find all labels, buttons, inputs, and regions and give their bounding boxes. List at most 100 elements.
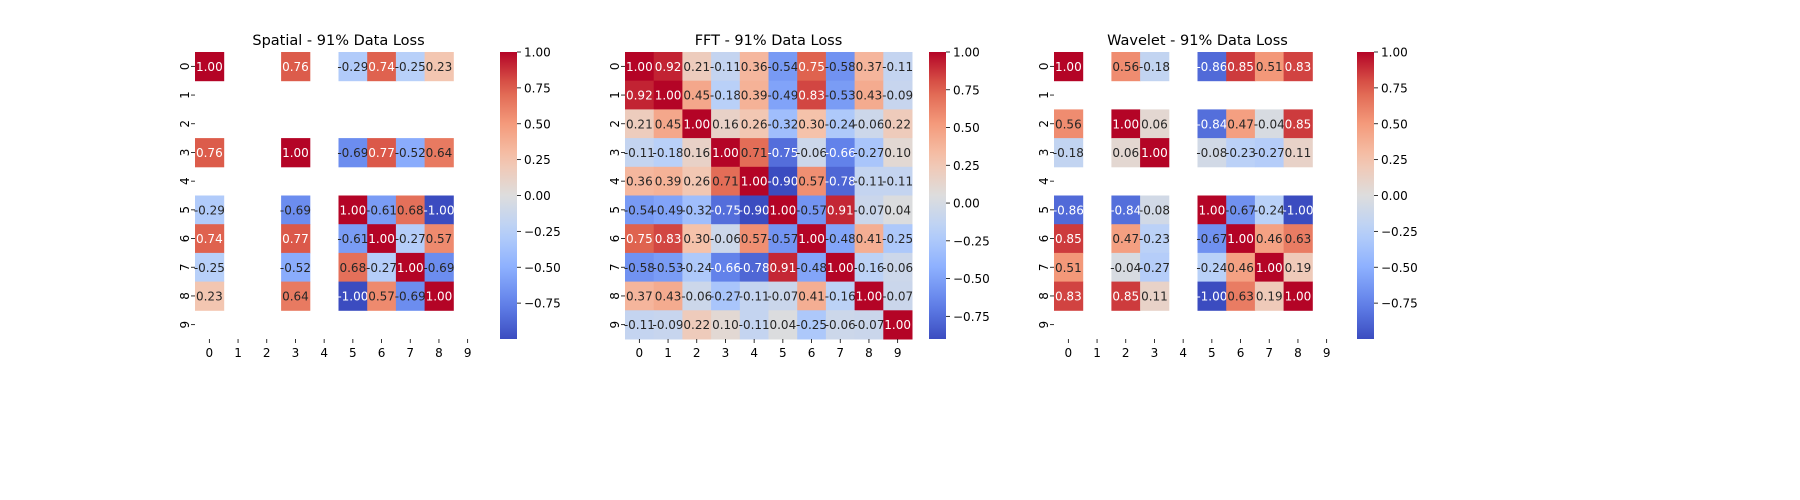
heatmap-cell bbox=[825, 52, 856, 82]
heatmap-cell bbox=[1197, 138, 1227, 168]
x-tick-label: 9 bbox=[1323, 346, 1331, 360]
heatmap-cell bbox=[797, 281, 827, 311]
heatmap-cell bbox=[625, 195, 655, 225]
heatmap-cell bbox=[825, 224, 856, 254]
cell-value-label: -0.27 bbox=[395, 232, 426, 246]
chart-title: Spatial - 91% Data Loss bbox=[252, 33, 424, 49]
colorbar-tick-label: 0.50 bbox=[953, 121, 980, 135]
heatmap-cell bbox=[195, 138, 225, 168]
y-tick-label: 7 bbox=[608, 263, 622, 271]
cell-value-label: 0.04 bbox=[769, 318, 796, 332]
cell-value-label: 0.06 bbox=[1141, 117, 1168, 131]
heatmap-cell bbox=[825, 281, 856, 311]
cell-value-label: -0.24 bbox=[1196, 261, 1227, 275]
cell-value-label: 0.85 bbox=[1112, 289, 1139, 303]
colorbar bbox=[929, 52, 946, 339]
y-tick-label: 3 bbox=[608, 149, 622, 157]
heatmap-cell bbox=[1254, 252, 1285, 283]
heatmap-cell bbox=[711, 138, 741, 168]
x-tick-label: 5 bbox=[779, 346, 787, 360]
cell-value-label: 0.64 bbox=[282, 289, 309, 303]
cell-value-label: 0.19 bbox=[1256, 289, 1283, 303]
heatmap-cell bbox=[797, 252, 827, 283]
y-tick-label: 2 bbox=[608, 120, 622, 128]
cell-value-label: -0.49 bbox=[767, 89, 798, 103]
heatmap-cell bbox=[625, 109, 655, 139]
heatmap-cell bbox=[625, 281, 655, 311]
cell-value-label: -0.18 bbox=[710, 89, 741, 103]
cell-value-label: 0.23 bbox=[196, 289, 223, 303]
heatmap-cell bbox=[1197, 52, 1227, 82]
heatmap-cell bbox=[854, 166, 884, 196]
heatmap-cell bbox=[739, 195, 769, 225]
cell-value-label: 0.83 bbox=[655, 232, 682, 246]
heatmap-cell bbox=[854, 52, 884, 82]
cell-value-label: -0.11 bbox=[739, 289, 770, 303]
cell-value-label: 0.76 bbox=[282, 60, 309, 74]
heatmap-cell bbox=[854, 109, 884, 139]
cell-value-label: 1.00 bbox=[798, 232, 825, 246]
cell-value-label: -0.24 bbox=[825, 117, 856, 131]
y-tick-label: 0 bbox=[178, 63, 192, 71]
heatmap-cell bbox=[825, 195, 856, 225]
cell-value-label: 1.00 bbox=[1112, 117, 1139, 131]
cell-value-label: 0.91 bbox=[769, 261, 796, 275]
heatmap-cell bbox=[338, 195, 368, 225]
cell-value-label: 0.75 bbox=[798, 60, 825, 74]
heatmap-cell bbox=[1283, 52, 1313, 82]
cell-value-label: -0.11 bbox=[882, 175, 913, 189]
heatmap-cell bbox=[883, 166, 913, 196]
heatmap-cell bbox=[424, 252, 454, 283]
heatmap-cell bbox=[625, 310, 655, 340]
heatmap-cell bbox=[1140, 252, 1170, 283]
y-tick-label: 0 bbox=[1037, 63, 1051, 71]
heatmap-cell bbox=[682, 195, 712, 225]
cell-value-label: 0.56 bbox=[1112, 60, 1139, 74]
heatmap-cell bbox=[711, 252, 741, 283]
cell-value-label: 1.00 bbox=[769, 203, 796, 217]
y-tick-label: 5 bbox=[1037, 206, 1051, 214]
heatmap-cell bbox=[739, 52, 769, 82]
heatmap-cell bbox=[1140, 281, 1170, 311]
heatmap-cell bbox=[1054, 109, 1084, 139]
colorbar-tick-label: −0.50 bbox=[1381, 261, 1418, 275]
heatmap-cell bbox=[1226, 109, 1256, 139]
heatmap-cell bbox=[653, 195, 683, 225]
colorbar bbox=[1357, 52, 1374, 339]
y-tick-label: 3 bbox=[178, 149, 192, 157]
cell-value-label: 0.56 bbox=[1055, 117, 1082, 131]
heatmap-cell bbox=[1054, 252, 1084, 283]
heatmap-cell bbox=[883, 252, 913, 283]
heatmap-cell bbox=[1226, 281, 1256, 311]
heatmap-cell bbox=[1054, 281, 1084, 311]
cell-value-label: -0.48 bbox=[825, 232, 856, 246]
heatmap-cell bbox=[711, 310, 741, 340]
cell-value-label: -0.58 bbox=[825, 60, 856, 74]
cell-value-label: -0.90 bbox=[767, 175, 798, 189]
cell-value-label: 0.74 bbox=[368, 60, 395, 74]
heatmap-cell bbox=[854, 310, 884, 340]
cell-value-label: -0.11 bbox=[882, 60, 913, 74]
heatmap-cell bbox=[797, 52, 827, 82]
cell-value-label: 0.21 bbox=[626, 117, 653, 131]
cell-value-label: -0.54 bbox=[624, 203, 655, 217]
heatmap-cell bbox=[281, 224, 311, 254]
cell-value-label: -0.66 bbox=[825, 146, 856, 160]
cell-value-label: -0.67 bbox=[1225, 203, 1256, 217]
y-tick-label: 7 bbox=[178, 263, 192, 271]
cell-value-label: 1.00 bbox=[655, 89, 682, 103]
cell-value-label: -0.57 bbox=[767, 232, 798, 246]
heatmap-cell bbox=[797, 80, 827, 110]
cell-value-label: -0.69 bbox=[280, 203, 311, 217]
heatmap-cell bbox=[424, 224, 454, 254]
cell-value-label: 0.16 bbox=[712, 117, 739, 131]
heatmap-cell bbox=[653, 252, 683, 283]
heatmap-cell bbox=[395, 281, 426, 311]
colorbar-tick-label: 0.50 bbox=[524, 117, 551, 131]
cell-value-label: -0.57 bbox=[796, 203, 827, 217]
cell-value-label: -0.06 bbox=[882, 261, 913, 275]
cell-value-label: 0.46 bbox=[1227, 261, 1254, 275]
colorbar-tick-label: 0.50 bbox=[1381, 117, 1408, 131]
cell-value-label: -0.16 bbox=[825, 289, 856, 303]
